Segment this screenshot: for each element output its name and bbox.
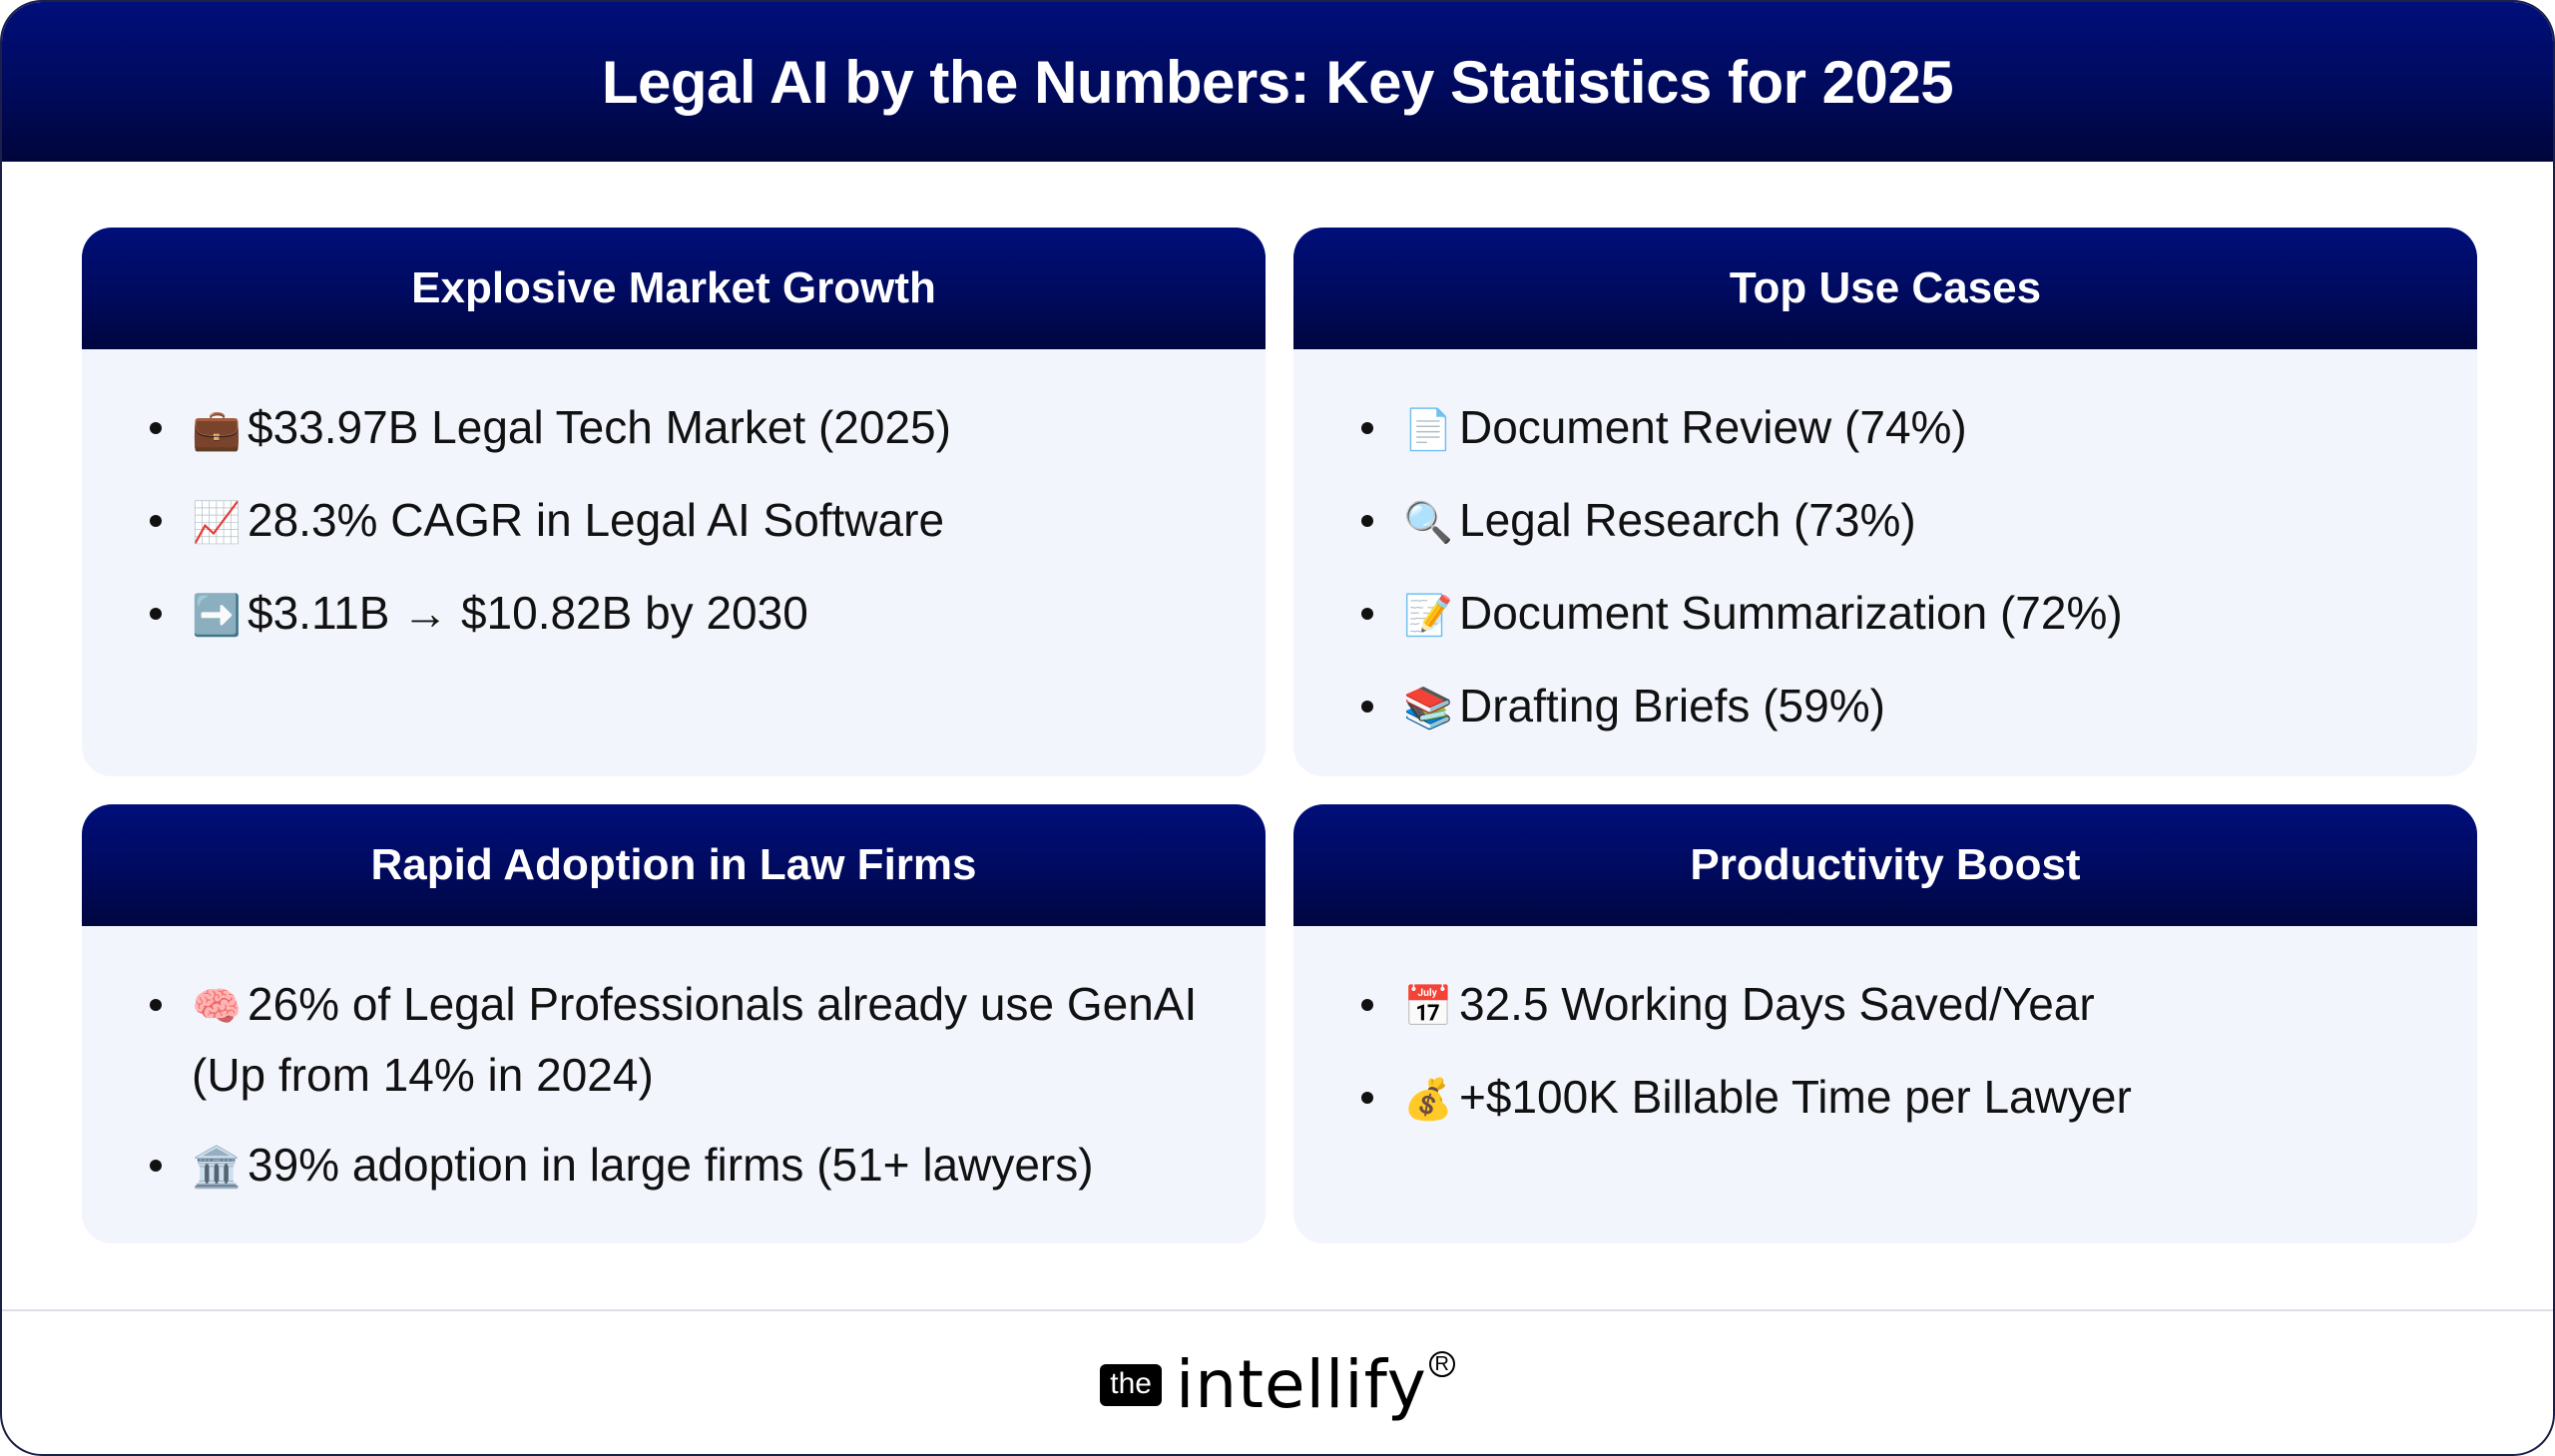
chart-increasing-icon: 📈	[192, 501, 242, 545]
card-productivity-boost: Productivity Boost 📅 32.5 Working Days Sa…	[1293, 804, 2477, 1243]
registered-mark-icon: R	[1428, 1351, 1455, 1377]
card-title: Top Use Cases	[1729, 263, 2042, 312]
bullet-icon	[1361, 608, 1373, 620]
stat-text: Document Review (74%)	[1459, 401, 1967, 453]
bullet-icon	[150, 515, 162, 527]
stat-text: Drafting Briefs (59%)	[1459, 680, 1885, 731]
logo-prefix: the	[1100, 1364, 1162, 1406]
list-item: 💰 +$100K Billable Time per Lawyer	[1361, 1063, 2417, 1134]
stat-list: 📄 Document Review (74%) 🔍 Legal Research (…	[1361, 393, 2417, 742]
bullet-icon	[1361, 999, 1373, 1011]
page-document-icon: 📄	[1403, 408, 1453, 452]
stat-text: $3.11B → $10.82B by 2030	[248, 587, 808, 639]
list-item: 📈 28.3% CAGR in Legal AI Software	[150, 486, 1206, 557]
bullet-icon	[150, 1160, 162, 1172]
stat-text: Document Summarization (72%)	[1459, 587, 2123, 639]
card-top-use-cases: Top Use Cases 📄 Document Review (74%) 🔍 Le…	[1293, 228, 2477, 776]
stat-text: 28.3% CAGR in Legal AI Software	[248, 494, 945, 546]
money-bag-icon: 💰	[1403, 1078, 1453, 1122]
magnifying-glass-icon: 🔍	[1403, 501, 1453, 545]
card-rapid-adoption: Rapid Adoption in Law Firms 🧠 26% of Lega…	[82, 804, 1266, 1243]
list-item: 📚 Drafting Briefs (59%)	[1361, 672, 2417, 742]
list-item: 🔍 Legal Research (73%)	[1361, 486, 2417, 557]
stat-text: 26% of Legal Professionals already use G…	[192, 978, 1198, 1101]
stat-text: 32.5 Working Days Saved/Year	[1459, 978, 2095, 1030]
list-item: 📅 32.5 Working Days Saved/Year	[1361, 970, 2417, 1041]
bullet-icon	[150, 422, 162, 434]
stat-text: +$100K Billable Time per Lawyer	[1459, 1071, 2132, 1123]
classical-building-icon: 🏛️	[192, 1146, 242, 1190]
list-item: ➡️ $3.11B → $10.82B by 2030	[150, 579, 1206, 650]
list-item: 🧠 26% of Legal Professionals already use …	[150, 970, 1206, 1109]
list-item: 🏛️ 39% adoption in large firms (51+ lawye…	[150, 1131, 1206, 1202]
right-arrow-icon: ➡️	[192, 594, 242, 638]
card-header: Top Use Cases	[1293, 228, 2477, 349]
memo-icon: 📝	[1403, 594, 1453, 638]
title-band: Legal AI by the Numbers: Key Statistics …	[2, 2, 2553, 162]
stat-list: 🧠 26% of Legal Professionals already use …	[150, 970, 1206, 1202]
card-title: Rapid Adoption in Law Firms	[370, 840, 977, 889]
bullet-icon	[1361, 701, 1373, 713]
footer-divider	[2, 1309, 2553, 1311]
card-body: 📄 Document Review (74%) 🔍 Legal Research (…	[1293, 349, 2477, 742]
card-header: Rapid Adoption in Law Firms	[82, 804, 1266, 926]
card-title: Productivity Boost	[1690, 840, 2081, 889]
card-body: 🧠 26% of Legal Professionals already use …	[82, 926, 1266, 1202]
brain-icon: 🧠	[192, 985, 242, 1029]
card-header: Explosive Market Growth	[82, 228, 1266, 349]
card-title: Explosive Market Growth	[411, 263, 936, 312]
logo-wordmark: intellify	[1175, 1346, 1427, 1423]
list-item: 💼 $33.97B Legal Tech Market (2025)	[150, 393, 1206, 464]
briefcase-icon: 💼	[192, 408, 242, 452]
stat-list: 💼 $33.97B Legal Tech Market (2025) 📈 28.3%…	[150, 393, 1206, 650]
list-item: 📝 Document Summarization (72%)	[1361, 579, 2417, 650]
card-market-growth: Explosive Market Growth 💼 $33.97B Legal T…	[82, 228, 1266, 776]
page-title: Legal AI by the Numbers: Key Statistics …	[601, 48, 1954, 116]
bullet-icon	[1361, 1092, 1373, 1104]
brand-logo: the intellify R	[2, 1349, 2553, 1421]
stat-text: 39% adoption in large firms (51+ lawyers…	[248, 1139, 1094, 1191]
bullet-icon	[150, 999, 162, 1011]
bullet-icon	[1361, 422, 1373, 434]
bullet-icon	[1361, 515, 1373, 527]
stat-text: Legal Research (73%)	[1459, 494, 1916, 546]
card-body: 💼 $33.97B Legal Tech Market (2025) 📈 28.3%…	[82, 349, 1266, 650]
card-body: 📅 32.5 Working Days Saved/Year 💰 +$100K Bi…	[1293, 926, 2477, 1134]
calendar-icon: 📅	[1403, 985, 1453, 1029]
card-header: Productivity Boost	[1293, 804, 2477, 926]
books-icon: 📚	[1403, 687, 1453, 730]
bullet-icon	[150, 608, 162, 620]
list-item: 📄 Document Review (74%)	[1361, 393, 2417, 464]
stat-list: 📅 32.5 Working Days Saved/Year 💰 +$100K Bi…	[1361, 970, 2417, 1134]
stat-text: $33.97B Legal Tech Market (2025)	[248, 401, 951, 453]
